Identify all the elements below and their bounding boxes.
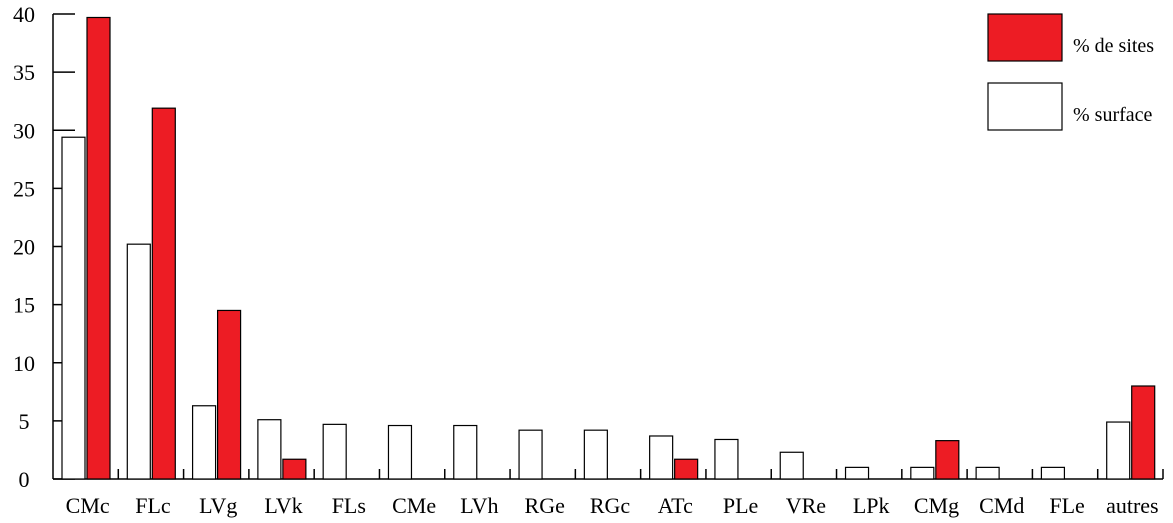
bar-sites-ATc xyxy=(674,458,699,480)
legend-sites-label: % de sites xyxy=(1073,35,1154,57)
x-tick-label: autres xyxy=(1106,493,1159,518)
x-tick-label: CMe xyxy=(392,493,436,518)
y-tick-label: 20 xyxy=(13,235,35,260)
bar-sites-LVk xyxy=(282,458,307,480)
bar-surface-FLc xyxy=(126,243,151,480)
bar-sites-autres xyxy=(1131,385,1156,480)
legend-sites-swatch xyxy=(987,13,1063,62)
bar-surface-RGe xyxy=(518,429,543,480)
bar-surface-CMc xyxy=(61,136,86,480)
x-tick-label: FLs xyxy=(332,493,366,518)
bar-surface-RGc xyxy=(583,429,608,480)
x-tick-label: CMd xyxy=(979,493,1024,518)
bar-surface-LVg xyxy=(191,405,217,480)
y-tick-label: 40 xyxy=(13,2,35,27)
legend-sites: % de sites xyxy=(987,13,1154,62)
legend-surface: % surface xyxy=(987,82,1153,131)
y-tick-label: 10 xyxy=(13,351,35,376)
x-tick-label: PLe xyxy=(723,493,758,518)
bar-surface-CMe xyxy=(387,424,413,480)
bar-surface-VRe xyxy=(779,451,804,480)
bar-surface-FLs xyxy=(322,423,347,480)
bars xyxy=(61,16,1156,480)
x-tick-label: CMc xyxy=(66,493,110,518)
x-tick-label: FLc xyxy=(135,493,171,518)
y-tick-label: 0 xyxy=(19,467,30,492)
bar-surface-LVh xyxy=(453,424,478,480)
x-tick-label: ATc xyxy=(658,493,693,518)
y-tick-label: 15 xyxy=(13,293,35,318)
x-tick-label: CMg xyxy=(914,493,959,518)
legend-surface-label: % surface xyxy=(1073,104,1153,126)
bar-surface-LVk xyxy=(257,419,282,480)
legend-surface-swatch xyxy=(987,82,1063,131)
bar-surface-FLe xyxy=(1040,466,1066,480)
bar-surface-PLe xyxy=(714,438,739,480)
bar-sites-FLc xyxy=(151,107,176,480)
bar-sites-CMg xyxy=(935,440,960,480)
bar-surface-LPk xyxy=(844,466,870,480)
y-tick-label: 5 xyxy=(19,409,30,434)
x-tick-label: RGe xyxy=(525,493,565,518)
legend: % de sites % surface xyxy=(987,13,1154,131)
y-tick-label: 25 xyxy=(13,176,35,201)
x-tick-label: LVk xyxy=(264,493,302,518)
x-tick-label: RGc xyxy=(590,493,631,518)
y-tick-label: 35 xyxy=(13,60,35,85)
x-tick-label: LPk xyxy=(853,493,890,518)
x-tick-label: LVg xyxy=(199,493,237,518)
bar-surface-CMd xyxy=(975,466,1000,480)
bar-surface-CMg xyxy=(910,466,935,480)
x-tick-label: FLe xyxy=(1049,493,1084,518)
bar-sites-CMc xyxy=(86,16,111,480)
bar-surface-autres xyxy=(1106,421,1131,480)
x-tick-label: VRe xyxy=(786,493,826,518)
x-tick-label: LVh xyxy=(460,493,498,518)
bar-surface-ATc xyxy=(649,435,674,480)
bar-sites-LVg xyxy=(216,309,242,480)
y-tick-label: 30 xyxy=(13,118,35,143)
